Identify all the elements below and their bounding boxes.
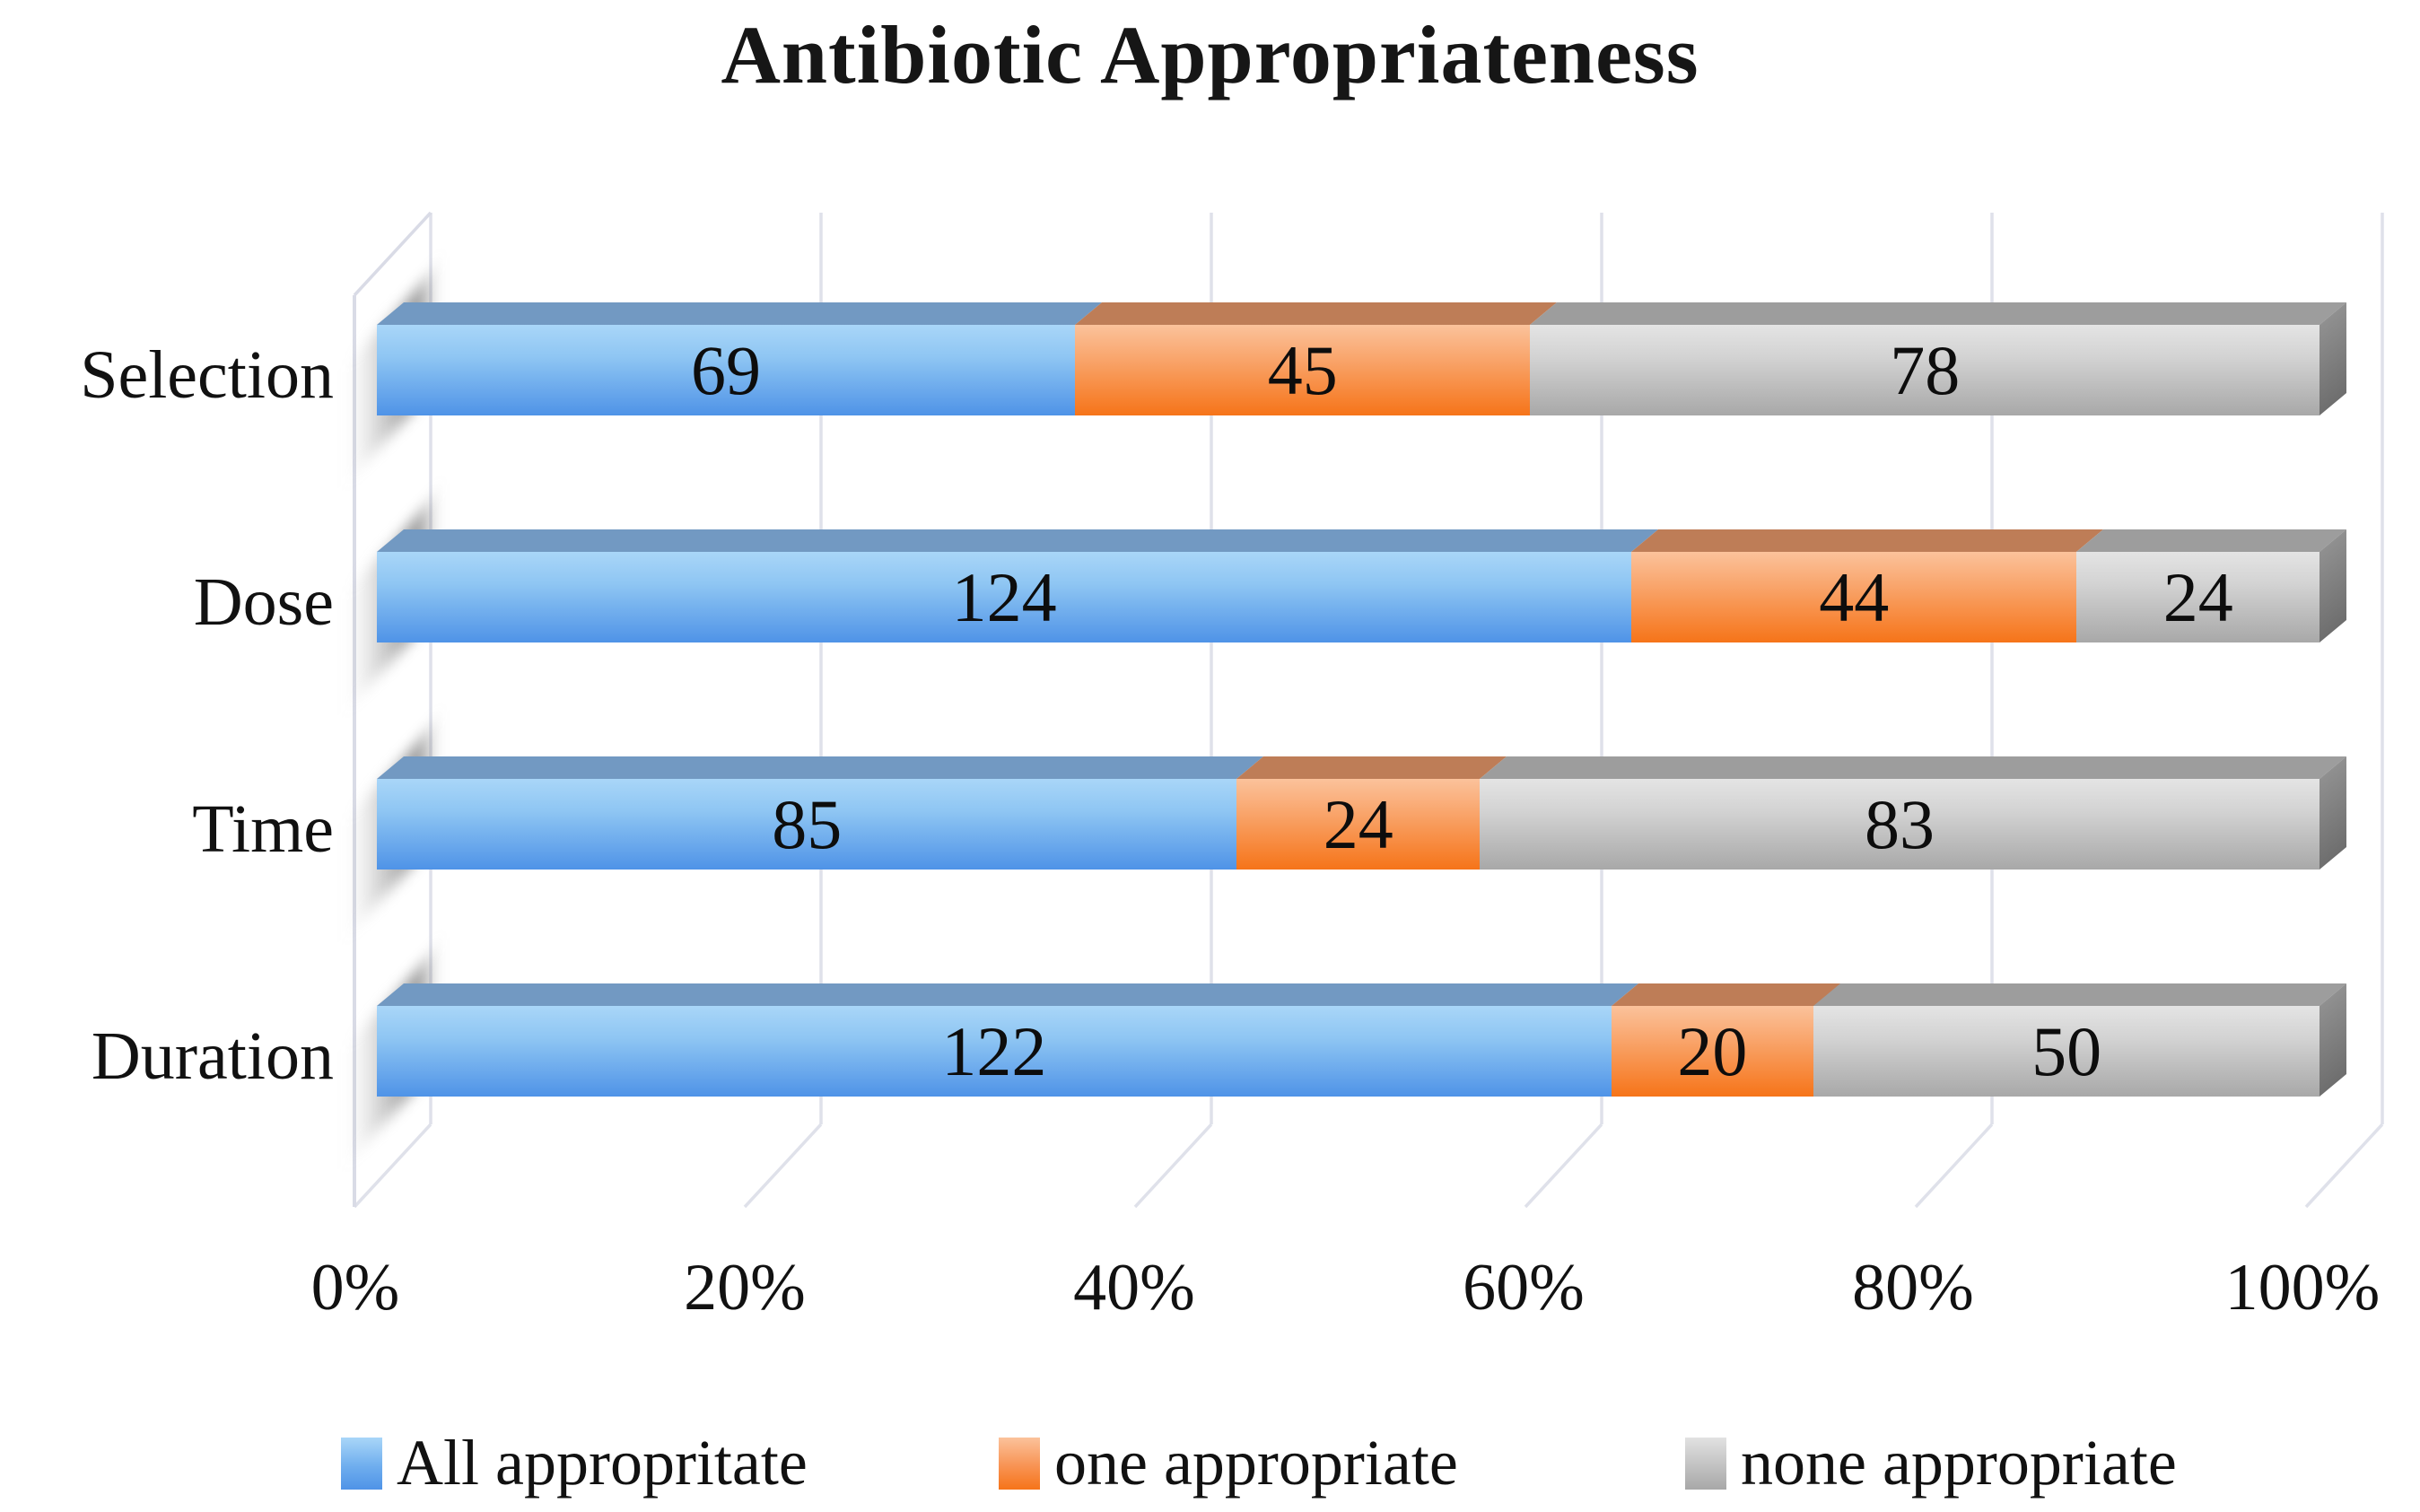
bar-value-label: 24: [2162, 558, 2233, 636]
bar-segment-top-1: [1631, 529, 2104, 552]
bar-segment-top-0: [377, 983, 1638, 1006]
bar-segment-top-2: [2076, 529, 2347, 552]
bar-segment-0: [377, 552, 1632, 642]
bar-segment-1: [1611, 1006, 1814, 1097]
category-label: Duration: [91, 1018, 334, 1094]
bar-value-label: 24: [1323, 785, 1393, 863]
bar-value-label: 122: [941, 1012, 1047, 1090]
x-tick-label: 60%: [1463, 1251, 1585, 1324]
bar-segment-top-0: [377, 756, 1264, 779]
x-tick-label: 20%: [684, 1251, 806, 1324]
bar-segment-top-1: [1611, 983, 1841, 1006]
x-tick-label: 0%: [310, 1251, 400, 1324]
bar-value-label: 83: [1865, 785, 1935, 863]
category-label: Time: [192, 791, 334, 867]
bar-segment-1: [1075, 325, 1531, 415]
bar-segment-top-1: [1236, 756, 1507, 779]
bar-segment-top-2: [1530, 302, 2347, 325]
bar-value-label: 69: [691, 331, 762, 409]
bar-value-label: 50: [2031, 1012, 2102, 1090]
category-label: Selection: [80, 337, 334, 413]
bar-segment-1: [1631, 552, 2077, 642]
chart-title: Antibiotic Appropriateness: [721, 9, 1699, 101]
bar-segment-0: [377, 325, 1076, 415]
bar-segment-2: [1813, 1006, 2320, 1097]
bar-value-label: 20: [1677, 1012, 1748, 1090]
x-tick-label: 80%: [1852, 1251, 1974, 1324]
x-tick-label: 40%: [1073, 1251, 1195, 1324]
bar-segment-top-2: [1480, 756, 2346, 779]
bar-segment-top-0: [377, 302, 1103, 325]
x-tick-label: 100%: [2224, 1251, 2381, 1324]
category-label: Dose: [193, 564, 334, 640]
bar-value-label: 45: [1267, 331, 1338, 409]
bar-segment-0: [377, 1006, 1612, 1097]
bar-value-label: 124: [951, 558, 1057, 636]
bar-value-label: 85: [772, 785, 843, 863]
bar-segment-top-1: [1075, 302, 1558, 325]
bar-segment-0: [377, 779, 1237, 870]
bar-segment-top-2: [1813, 983, 2346, 1006]
bar-segment-2: [1480, 779, 2320, 870]
bar-segment-2: [2076, 552, 2320, 642]
bar-segment-1: [1236, 779, 1481, 870]
bar-segment-2: [1530, 325, 2320, 415]
bar-value-label: 44: [1819, 558, 1890, 636]
bar-segment-top-0: [377, 529, 1659, 552]
bar-value-label: 78: [1890, 331, 1961, 409]
